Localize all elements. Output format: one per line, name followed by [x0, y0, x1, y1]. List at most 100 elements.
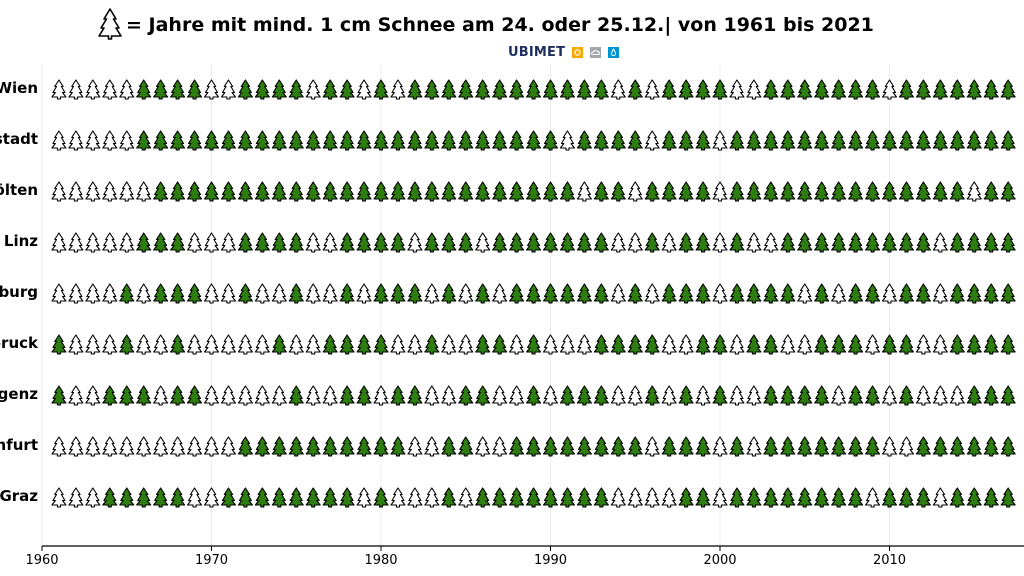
tree-marker [136, 436, 152, 457]
tree-marker [170, 232, 186, 253]
tree-marker [848, 487, 864, 508]
tree-marker [729, 79, 745, 100]
tree-marker [661, 283, 677, 304]
tree-marker [68, 232, 84, 253]
tree-marker [593, 283, 609, 304]
tree-marker [153, 232, 169, 253]
tree-marker [322, 385, 338, 406]
tree-marker [203, 79, 220, 100]
tree-marker [525, 385, 542, 406]
tree-marker [271, 334, 287, 355]
tree-marker [102, 436, 118, 457]
tree-marker [119, 385, 135, 406]
tree-marker [593, 334, 609, 355]
tree-marker [610, 334, 626, 355]
tree-marker [627, 181, 643, 202]
tree-marker [932, 181, 948, 202]
tree-marker [356, 130, 372, 151]
tree-marker [51, 181, 67, 202]
tree-marker [85, 385, 101, 406]
tree-marker [170, 181, 186, 202]
tree-marker [695, 436, 711, 457]
tree-marker [373, 130, 389, 151]
ubimet-logo: UBIMET [508, 42, 620, 60]
tree-marker [898, 334, 915, 355]
station-label: Innsbruck [0, 334, 39, 352]
tree-marker [932, 232, 948, 253]
tree-marker [203, 436, 220, 457]
tree-marker [780, 334, 796, 355]
tree-marker [881, 385, 898, 406]
tree-marker [509, 79, 525, 100]
tree-marker [170, 487, 186, 508]
tree-marker [509, 181, 525, 202]
tree-marker [864, 487, 881, 508]
tree-marker [932, 436, 948, 457]
tree-marker [983, 283, 999, 304]
tree-marker [441, 283, 457, 304]
tree-marker [729, 130, 745, 151]
tree-marker [864, 436, 881, 457]
tree-marker [627, 436, 643, 457]
tree-marker [220, 79, 236, 100]
tree-marker [712, 181, 728, 202]
tree-marker [203, 283, 220, 304]
tree-marker [746, 436, 762, 457]
tree-marker [898, 487, 915, 508]
tree-marker [458, 283, 474, 304]
tree-marker [254, 436, 270, 457]
tree-marker [712, 436, 728, 457]
tree-marker [153, 385, 169, 406]
tree-marker [915, 232, 931, 253]
tree-marker [102, 232, 118, 253]
tree-marker [898, 283, 915, 304]
tree-marker [983, 79, 999, 100]
tree-marker [966, 79, 982, 100]
tree-marker [695, 385, 711, 406]
tree-marker [509, 130, 525, 151]
tree-marker [797, 436, 813, 457]
tree-marker [983, 436, 999, 457]
tree-marker [627, 487, 643, 508]
tree-marker [848, 334, 864, 355]
tree-marker [288, 334, 304, 355]
tree-marker [915, 436, 931, 457]
tree-marker [254, 181, 270, 202]
tree-marker [525, 130, 542, 151]
tree-marker [559, 283, 576, 304]
tree-marker [339, 130, 355, 151]
tree-marker [831, 130, 847, 151]
tree-marker [51, 487, 67, 508]
tree-marker [153, 181, 169, 202]
tree-marker [322, 436, 338, 457]
tree-marker [542, 130, 559, 151]
tree-marker [593, 181, 609, 202]
tree-marker [678, 232, 694, 253]
tree-marker [848, 181, 864, 202]
tree-marker [51, 385, 67, 406]
tree-marker [1000, 79, 1016, 100]
tree-marker [68, 334, 84, 355]
tree-marker [695, 181, 711, 202]
tree-marker [746, 334, 762, 355]
tree-marker [187, 385, 203, 406]
tree-marker [881, 283, 898, 304]
tree-marker [373, 487, 389, 508]
tree-marker [695, 232, 711, 253]
tree-marker [203, 232, 220, 253]
tree-marker [424, 130, 440, 151]
tree-marker [729, 487, 745, 508]
tree-marker [559, 79, 576, 100]
tree-marker [763, 283, 779, 304]
tree-marker [661, 334, 677, 355]
tree-marker [610, 232, 626, 253]
tree-marker [780, 487, 796, 508]
tree-marker [509, 487, 525, 508]
tree-marker [881, 232, 898, 253]
tree-marker [1000, 385, 1016, 406]
tree-marker [610, 283, 626, 304]
tree-marker [51, 283, 67, 304]
tree-marker [780, 385, 796, 406]
tree-marker [390, 385, 406, 406]
tree-marker [881, 181, 898, 202]
